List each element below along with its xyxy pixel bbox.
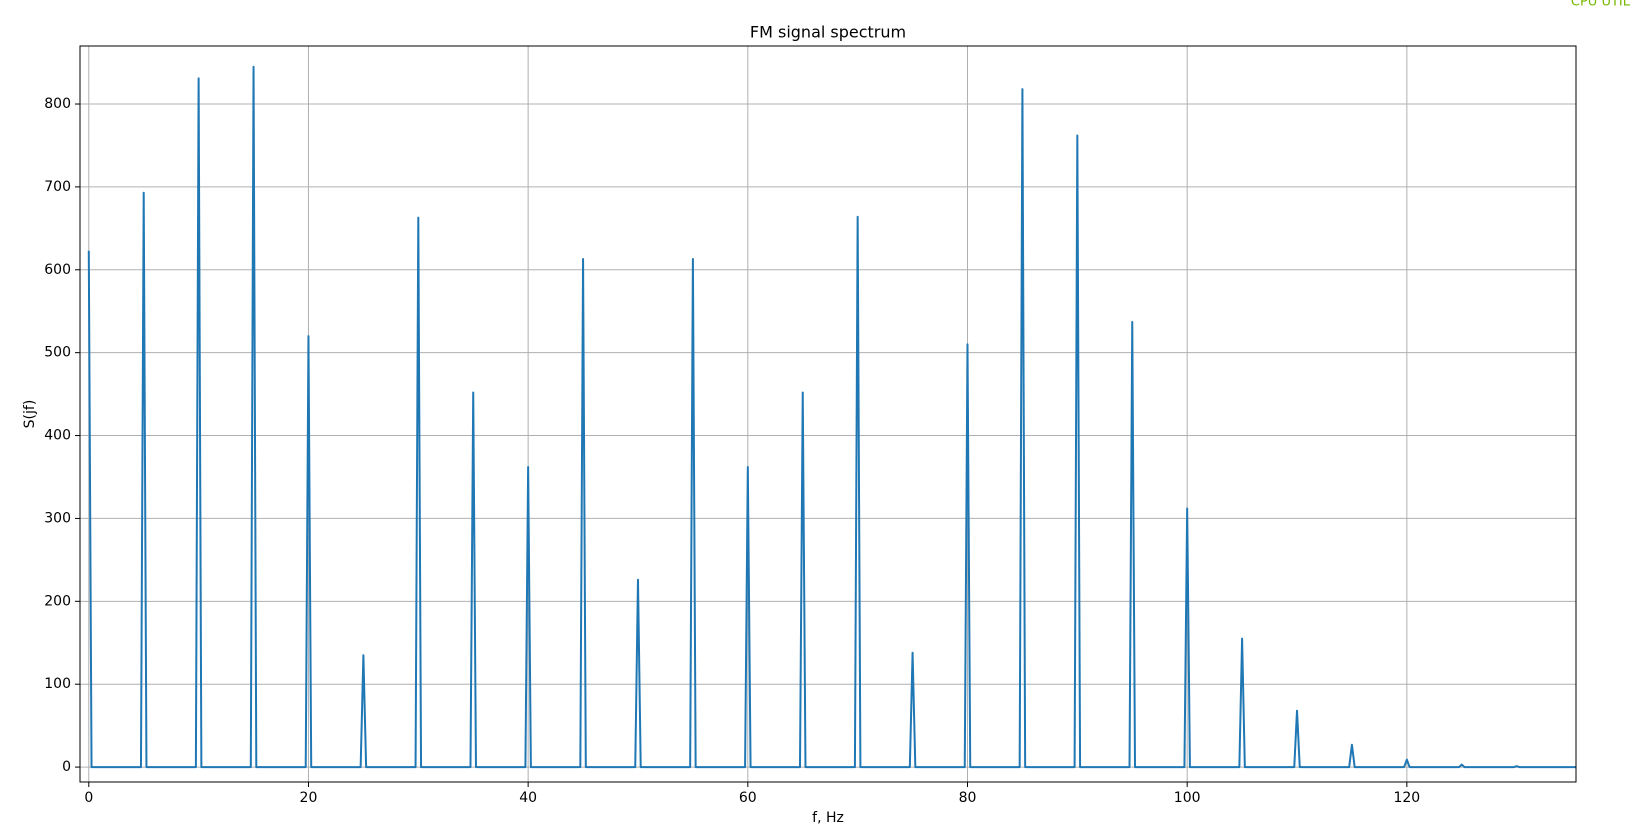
x-tick-label: 120 — [1393, 790, 1420, 806]
x-tick-label: 60 — [739, 790, 757, 806]
axes-frame — [79, 45, 1577, 783]
plot-area — [80, 46, 1576, 782]
x-tick-label: 80 — [959, 790, 977, 806]
x-tick-label: 20 — [300, 790, 318, 806]
y-tick-label: 700 — [44, 179, 71, 195]
y-tick-label: 100 — [44, 676, 71, 692]
chart-title: FM signal spectrum — [750, 23, 906, 42]
x-tick-label: 40 — [519, 790, 537, 806]
x-axis-label: f, Hz — [812, 810, 844, 826]
y-tick-label: 600 — [44, 262, 71, 278]
y-tick-label: 800 — [44, 96, 71, 112]
y-tick-label: 500 — [44, 345, 71, 361]
y-tick-label: 300 — [44, 510, 71, 526]
y-axis-label: S(jf) — [22, 400, 38, 429]
x-tick-label: 100 — [1174, 790, 1201, 806]
y-tick-label: 400 — [44, 428, 71, 444]
y-tick-label: 0 — [62, 759, 71, 775]
overlay-label: CPU UTIL — [1571, 0, 1631, 10]
x-tick-label: 0 — [84, 790, 93, 806]
line-series — [87, 65, 1576, 769]
y-tick-label: 200 — [44, 593, 71, 609]
